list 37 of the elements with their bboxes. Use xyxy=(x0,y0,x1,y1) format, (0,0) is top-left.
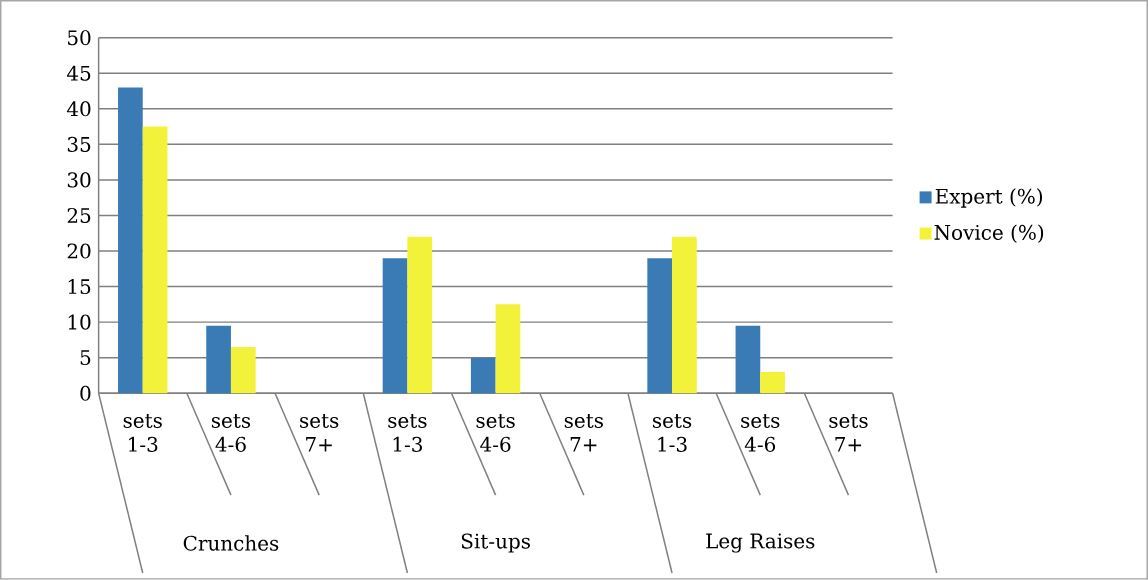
x-tick-label: sets 7+ xyxy=(564,414,603,452)
x-tick-label: sets 7+ xyxy=(300,414,339,452)
bar xyxy=(382,258,408,394)
y-tick-label: 5 xyxy=(80,350,91,366)
bar xyxy=(470,357,496,394)
bar xyxy=(118,87,143,394)
bar xyxy=(407,236,433,394)
y-tick-label: 30 xyxy=(67,172,91,188)
x-tick-label: sets 4-6 xyxy=(211,414,251,453)
legend-label: Novice (%) xyxy=(934,224,1044,243)
y-tick-label: 40 xyxy=(66,101,91,117)
bar xyxy=(647,258,673,394)
x-tick-label: sets 1-3 xyxy=(653,414,692,453)
bar xyxy=(230,347,256,394)
y-tick-label: 15 xyxy=(68,279,91,295)
x-tick-label: sets 1-3 xyxy=(123,414,162,453)
y-tick-label: 10 xyxy=(68,314,91,330)
bar xyxy=(495,304,521,394)
bar xyxy=(735,325,761,394)
legend-label: Expert (%) xyxy=(935,188,1042,208)
bar xyxy=(206,325,231,394)
y-tick-label: 50 xyxy=(68,30,91,46)
x-tick-label: sets 4-6 xyxy=(476,414,515,453)
y-tick-label: 0 xyxy=(80,385,91,401)
y-tick-label: 35 xyxy=(67,136,91,153)
y-tick-label: 25 xyxy=(67,208,91,224)
x-tick-label: sets 7+ xyxy=(829,414,868,452)
text: Sit-ups xyxy=(461,533,530,553)
x-tick-label: sets 4-6 xyxy=(741,414,780,453)
bar xyxy=(142,126,168,394)
x-tick-label: sets 1-3 xyxy=(388,414,427,453)
text: Leg Raises xyxy=(706,533,815,553)
y-tick-label: 45 xyxy=(66,65,91,81)
text: Crunches xyxy=(183,535,279,551)
bar xyxy=(672,236,697,394)
bar xyxy=(760,372,785,394)
y-tick-label: 20 xyxy=(67,243,91,259)
